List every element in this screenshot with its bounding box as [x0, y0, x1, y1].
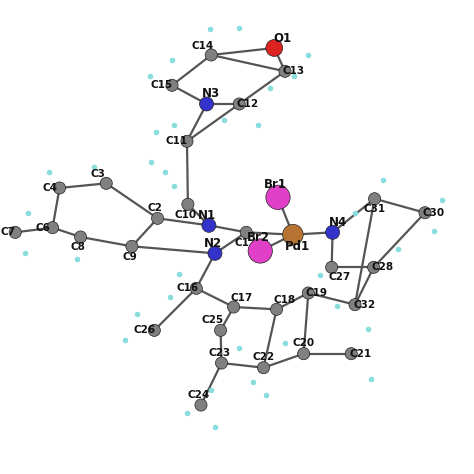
Text: C20: C20 — [292, 338, 315, 348]
Circle shape — [345, 347, 357, 360]
Text: C2: C2 — [148, 203, 163, 213]
Text: C17: C17 — [231, 292, 253, 303]
Circle shape — [271, 303, 283, 315]
Circle shape — [228, 301, 240, 313]
Text: C27: C27 — [329, 272, 351, 282]
Circle shape — [216, 357, 228, 369]
Circle shape — [419, 207, 431, 219]
Text: C21: C21 — [349, 349, 372, 359]
Text: C30: C30 — [422, 208, 445, 218]
Circle shape — [248, 239, 273, 263]
Circle shape — [195, 399, 207, 411]
Circle shape — [100, 177, 112, 190]
Circle shape — [46, 222, 59, 234]
Text: C13: C13 — [283, 66, 304, 76]
Text: C31: C31 — [364, 204, 386, 214]
Circle shape — [202, 219, 216, 232]
Circle shape — [298, 347, 310, 360]
Circle shape — [190, 283, 202, 294]
Text: C11: C11 — [165, 137, 188, 146]
Circle shape — [326, 261, 338, 273]
Text: O1: O1 — [273, 32, 292, 45]
Text: C18: C18 — [274, 295, 296, 305]
Text: N3: N3 — [202, 87, 220, 100]
Text: C28: C28 — [371, 262, 393, 273]
Circle shape — [126, 240, 138, 252]
Circle shape — [283, 224, 303, 245]
Circle shape — [215, 324, 227, 337]
Text: C10: C10 — [174, 210, 197, 219]
Circle shape — [208, 246, 222, 260]
Text: Pd1: Pd1 — [285, 240, 310, 253]
Text: N4: N4 — [329, 216, 347, 228]
Circle shape — [279, 65, 291, 77]
Text: C24: C24 — [188, 390, 210, 400]
Circle shape — [266, 185, 290, 210]
Text: C25: C25 — [201, 315, 223, 325]
Circle shape — [368, 261, 380, 273]
Circle shape — [200, 97, 214, 111]
Circle shape — [349, 299, 361, 311]
Text: N1: N1 — [198, 209, 216, 221]
Circle shape — [9, 226, 21, 238]
Text: C8: C8 — [71, 242, 86, 252]
Circle shape — [368, 192, 381, 205]
Text: C15: C15 — [151, 80, 173, 91]
Text: Br1: Br1 — [264, 178, 287, 191]
Circle shape — [205, 49, 217, 61]
Text: C22: C22 — [253, 352, 274, 363]
Text: C19: C19 — [306, 288, 328, 298]
Circle shape — [240, 226, 252, 238]
Circle shape — [233, 98, 246, 110]
Circle shape — [302, 287, 314, 299]
Circle shape — [266, 39, 283, 56]
Text: C14: C14 — [191, 41, 214, 51]
Circle shape — [74, 231, 87, 243]
Text: C9: C9 — [122, 252, 137, 262]
Circle shape — [326, 225, 339, 239]
Circle shape — [166, 79, 178, 91]
Text: C12: C12 — [237, 99, 259, 109]
Circle shape — [181, 135, 193, 147]
Text: Br2: Br2 — [246, 231, 269, 245]
Circle shape — [54, 182, 65, 194]
Text: C16: C16 — [177, 283, 199, 293]
Text: C23: C23 — [208, 348, 230, 358]
Text: C4: C4 — [43, 183, 58, 193]
Circle shape — [152, 212, 164, 224]
Text: N2: N2 — [203, 237, 222, 250]
Text: C32: C32 — [353, 300, 375, 310]
Text: C26: C26 — [134, 325, 156, 335]
Text: C6: C6 — [36, 223, 51, 233]
Text: C7: C7 — [1, 228, 16, 237]
Circle shape — [257, 362, 270, 374]
Text: C3: C3 — [91, 169, 105, 179]
Circle shape — [182, 198, 194, 210]
Text: C1: C1 — [234, 237, 249, 247]
Circle shape — [148, 324, 160, 337]
